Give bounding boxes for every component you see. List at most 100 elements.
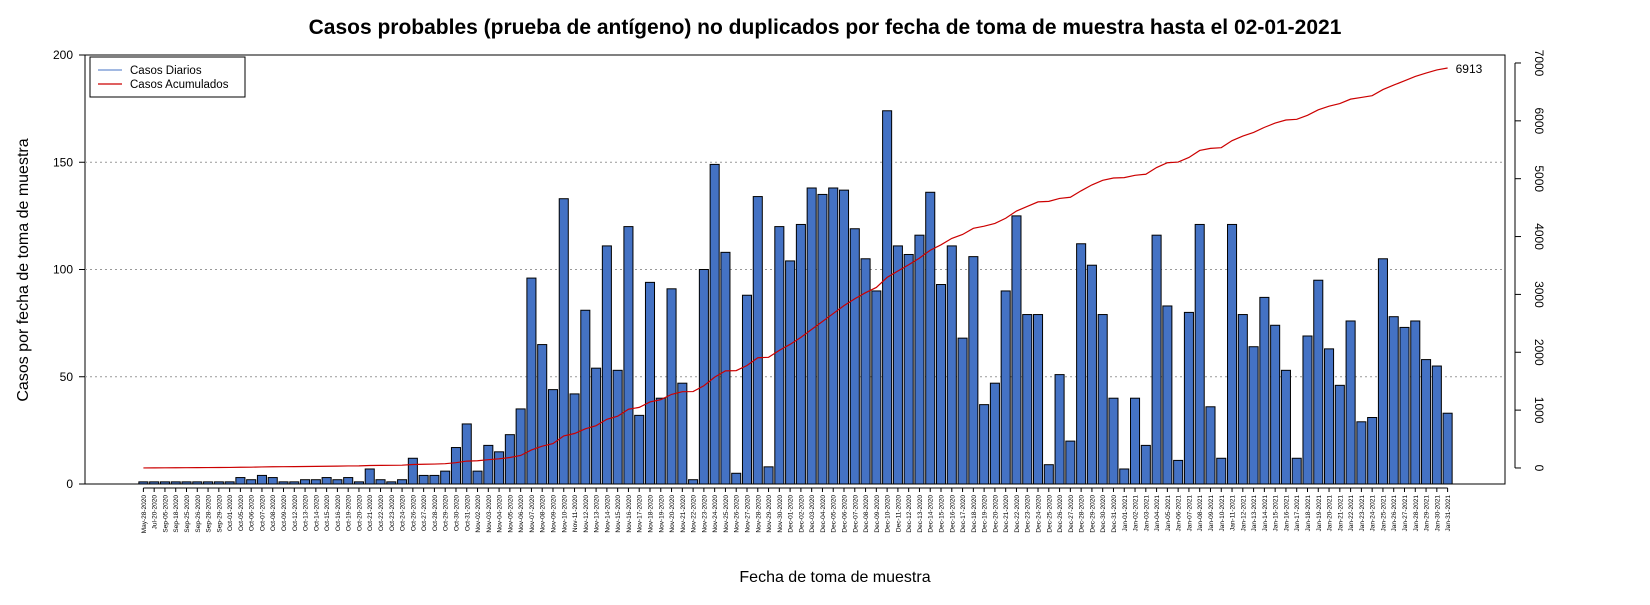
x-tick-label: Jan-24-2021: [1370, 495, 1377, 532]
x-tick-label: Dec-31-2020: [1111, 495, 1118, 533]
x-tick-label: Nov-06-2020: [518, 495, 525, 533]
x-tick-label: Oct-23-2020: [389, 495, 396, 532]
x-tick-label: Jan-17-2021: [1294, 495, 1301, 532]
bar: [450, 447, 461, 485]
bar: [968, 256, 979, 485]
x-tick-label: Jan-15-2021: [1273, 495, 1280, 532]
bar: [1130, 397, 1141, 485]
x-tick-label: Dec-03-2020: [809, 495, 816, 533]
x-tick-label: Dec-13-2020: [917, 495, 924, 533]
bar: [1086, 264, 1097, 485]
bar: [429, 474, 440, 485]
legend-label: Casos Diarios: [130, 65, 202, 77]
bar: [181, 481, 192, 485]
bar: [1431, 365, 1442, 485]
bar: [504, 434, 515, 485]
bar: [407, 457, 418, 485]
bar: [375, 479, 386, 485]
x-tick-label: Jan-20-2021: [1327, 495, 1334, 532]
bar: [1183, 311, 1194, 485]
x-tick-label: Jan-16-2021: [1283, 495, 1290, 532]
bar: [256, 474, 267, 485]
x-tick-label: Dec-10-2020: [885, 495, 892, 533]
x-tick-label: Nov-27-2020: [744, 495, 751, 533]
bar: [170, 481, 181, 485]
x-tick-label: Dec-05-2020: [831, 495, 838, 533]
x-tick-label: Dec-25-2020: [1046, 495, 1053, 533]
x-tick-label: Nov-23-2020: [701, 495, 708, 533]
bar: [1367, 417, 1378, 485]
x-tick-label: Dec-04-2020: [820, 495, 827, 533]
x-tick-label: Jan-02-2021: [1133, 495, 1140, 532]
bar: [601, 245, 612, 485]
x-tick-label: Oct-26-2020: [410, 495, 417, 532]
bar: [838, 189, 850, 485]
x-tick-label: Oct-16-2020: [335, 495, 342, 532]
x-tick-label: Jan-26-2021: [1391, 495, 1398, 532]
bar: [860, 258, 871, 485]
y-axis-label: Casos por fecha de toma de muestra: [15, 138, 32, 401]
x-tick-label: Oct-14-2020: [313, 495, 320, 532]
x-tick-label: Jan-09-2021: [1208, 495, 1215, 532]
bar: [1259, 296, 1270, 485]
bar: [343, 477, 354, 485]
bar: [332, 479, 343, 485]
bar: [1334, 384, 1345, 485]
x-tick-label: Nov-09-2020: [550, 495, 557, 533]
x-tick-label: May-28-2020: [141, 495, 148, 534]
bar: [935, 284, 947, 485]
x-tick-label: Oct-05-2020: [238, 495, 245, 532]
bar: [1216, 457, 1227, 485]
x-tick-label: Sep-26-2020: [195, 495, 202, 533]
y2-tick-label: 5000: [1532, 165, 1546, 192]
bar: [1313, 279, 1324, 485]
bar: [612, 369, 623, 485]
bar: [644, 281, 656, 485]
bar: [386, 481, 397, 485]
x-tick-label: Nov-26-2020: [734, 495, 741, 533]
bar: [483, 444, 494, 485]
x-tick-label: Sep-05-2020: [162, 495, 169, 533]
bar: [795, 223, 806, 485]
bar: [537, 344, 548, 485]
y-tick-label: 50: [60, 370, 74, 384]
bar: [353, 481, 364, 485]
bar: [752, 196, 763, 485]
x-tick-label: Oct-15-2020: [324, 495, 331, 532]
bar: [310, 479, 321, 485]
x-tick-label: Jan-28-2021: [1413, 495, 1420, 532]
x-tick-label: Jan-12-2021: [1240, 495, 1247, 532]
bar: [192, 481, 203, 485]
x-tick-label: Jan-11-2021: [1230, 495, 1237, 531]
y-tick-label: 100: [53, 263, 73, 277]
bar: [1011, 215, 1022, 485]
x-tick-label: Nov-30-2020: [777, 495, 784, 533]
bar: [246, 479, 257, 485]
x-tick-label: Oct-29-2020: [443, 495, 450, 532]
bar: [1162, 305, 1173, 485]
x-tick-label: Oct-12-2020: [292, 495, 299, 532]
x-tick-label: Dec-17-2020: [960, 495, 967, 533]
bar: [1054, 374, 1065, 485]
bar: [1410, 320, 1421, 485]
x-tick-label: Dec-07-2020: [852, 495, 859, 533]
x-tick-label: Dec-30-2020: [1100, 495, 1107, 533]
x-tick-label: Dec-26-2020: [1057, 495, 1064, 533]
x-tick-label: Dec-23-2020: [1025, 495, 1032, 533]
bar: [946, 245, 957, 485]
x-tick-label: Nov-21-2020: [680, 495, 687, 533]
bar: [1076, 243, 1087, 485]
bar: [235, 477, 246, 485]
x-tick-label: Nov-14-2020: [604, 495, 611, 533]
bar: [1140, 444, 1151, 485]
bar: [278, 481, 289, 485]
bar: [957, 337, 968, 485]
bar: [569, 393, 580, 485]
x-tick-label: Dec-21-2020: [1003, 495, 1010, 533]
x-tick-label: Oct-31-2020: [464, 495, 471, 532]
bar: [580, 309, 591, 485]
bar: [213, 481, 224, 485]
x-tick-label: Nov-08-2020: [540, 495, 547, 533]
bar: [903, 253, 914, 485]
y2-tick-label: 1000: [1532, 397, 1546, 424]
